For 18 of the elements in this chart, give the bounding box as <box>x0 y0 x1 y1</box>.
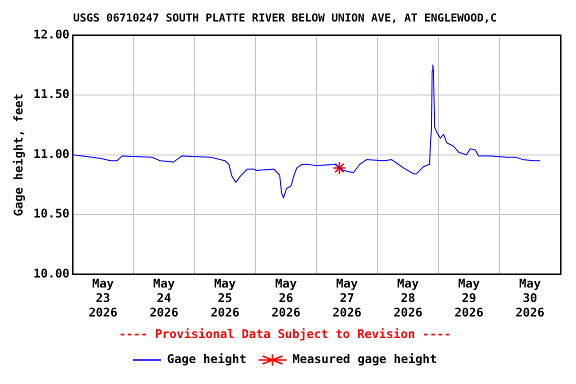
x-tick-label: May 26 2026 <box>272 276 300 320</box>
y-tick-label: 10.00 <box>33 266 70 281</box>
x-tick-label: May 23 2026 <box>88 276 118 320</box>
x-tick-label: May 27 2026 <box>332 276 362 320</box>
x-tick-label: May 29 2026 <box>454 276 484 320</box>
y-tick-label: 11.00 <box>33 146 70 161</box>
text: ---- Provisional Data Subject to Revision ---- <box>118 326 452 341</box>
y-tick-label: 11.50 <box>33 87 70 102</box>
x-tick-label: May 24 2026 <box>150 276 178 320</box>
y-tick-label: 10.50 <box>33 206 70 221</box>
legend-label: Gage height <box>167 352 247 366</box>
legend-label: Measured gage height <box>292 352 437 366</box>
x-tick-label: May 28 2026 <box>394 276 422 320</box>
x-tick-label: May 25 2026 <box>210 276 240 320</box>
chart-title: USGS 06710247 SOUTH PLATTE RIVER BELOW UNION AVE, AT ENGLEWOOD,C <box>73 11 497 24</box>
y-tick-label: 12.00 <box>33 27 70 42</box>
x-tick-label: May 30 2026 <box>516 276 544 320</box>
y-axis-title: Gage height, feet <box>11 93 26 216</box>
